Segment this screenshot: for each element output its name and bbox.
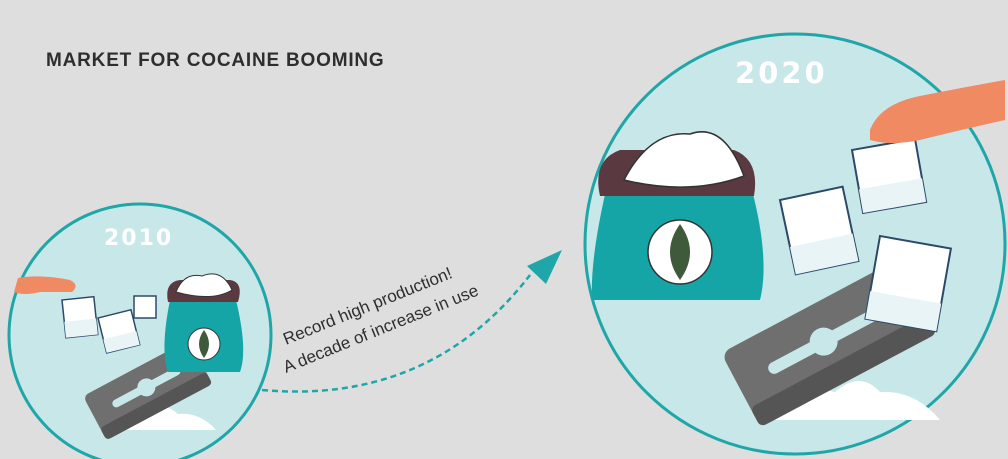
baggie-large-3-icon [864,234,953,333]
year-label-2020: 2020 [735,56,828,90]
baggie-large-1-icon [778,185,860,276]
hand-small-icon [14,276,76,294]
baggie-small-1-icon [61,295,99,339]
hand-large-icon [870,80,1005,143]
baggie-small-3-icon [133,295,157,319]
circle-2010 [7,202,273,459]
arrow-head-icon [527,250,562,284]
powder-bag-small-icon [164,273,244,372]
powder-bag-large-icon [591,131,764,300]
year-label-2010: 2010 [104,226,174,251]
powder-pile-large-icon [770,381,940,420]
baggie-large-2-icon [850,137,928,215]
growth-arrow [261,274,531,393]
page-title: MARKET FOR COCAINE BOOMING [46,50,385,71]
baggie-small-2-icon [97,308,141,354]
